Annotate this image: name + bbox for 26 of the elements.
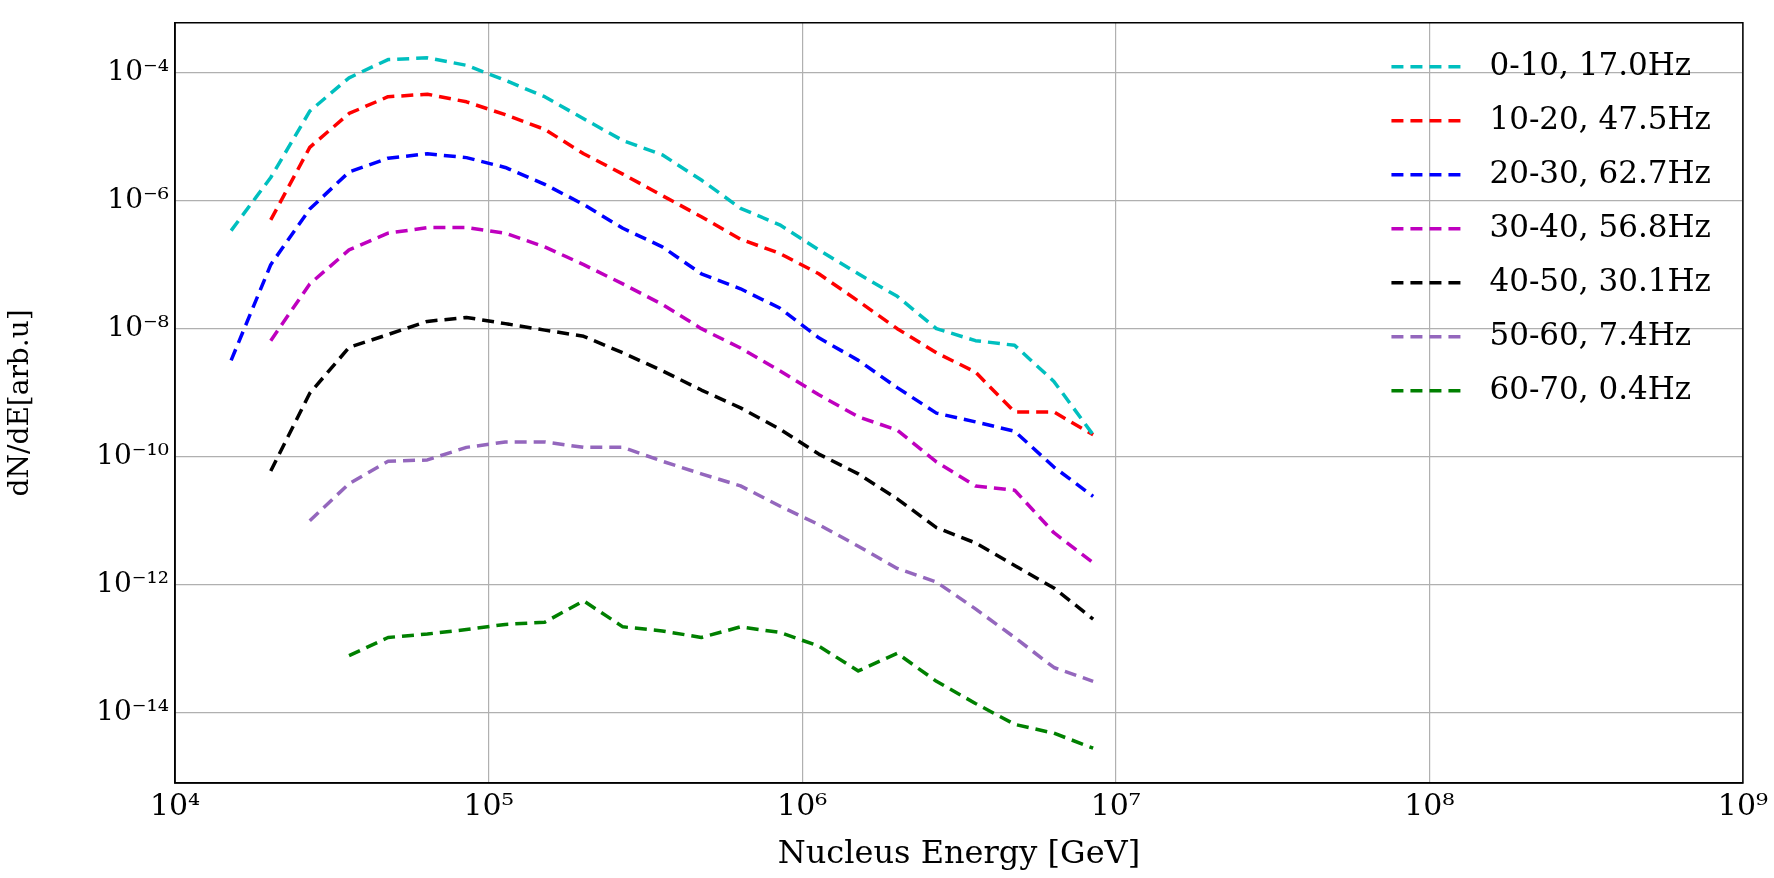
legend-label: 10-20, 47.5Hz — [1489, 99, 1711, 136]
legend-label: 40-50, 30.1Hz — [1489, 261, 1711, 298]
y-tick-label: 10⁻¹⁴ — [96, 694, 169, 728]
legend-label: 60-70, 0.4Hz — [1489, 369, 1692, 406]
line-series — [269, 315, 1095, 621]
line-series — [269, 225, 1095, 565]
x-axis-title: Nucleus Energy [GeV] — [777, 833, 1141, 872]
line-series — [308, 440, 1095, 684]
y-tick-label: 10⁻¹⁰ — [96, 437, 169, 471]
x-tick-label: 10⁶ — [777, 786, 828, 822]
y-tick-label: 10⁻⁴ — [107, 53, 169, 87]
legend-label: 50-60, 7.4Hz — [1489, 315, 1692, 352]
x-tick-label: 10⁴ — [149, 786, 201, 822]
x-tick-label: 10⁵ — [463, 786, 514, 822]
legend-label: 30-40, 56.8Hz — [1489, 207, 1711, 244]
x-tick-label: 10⁸ — [1404, 786, 1455, 822]
x-tick-label: 10⁷ — [1090, 786, 1141, 822]
line-series — [229, 152, 1095, 499]
y-axis-title: dN/dE[arb.u] — [2, 309, 36, 497]
y-tick-label: 10⁻⁶ — [107, 181, 169, 215]
y-tick-label: 10⁻⁸ — [107, 309, 169, 343]
y-tick-label: 10⁻¹² — [96, 566, 169, 600]
legend-label: 20-30, 62.7Hz — [1489, 153, 1711, 190]
x-tick-label: 10⁹ — [1717, 786, 1768, 822]
legend-label: 0-10, 17.0Hz — [1489, 45, 1692, 82]
line-series — [347, 599, 1095, 750]
